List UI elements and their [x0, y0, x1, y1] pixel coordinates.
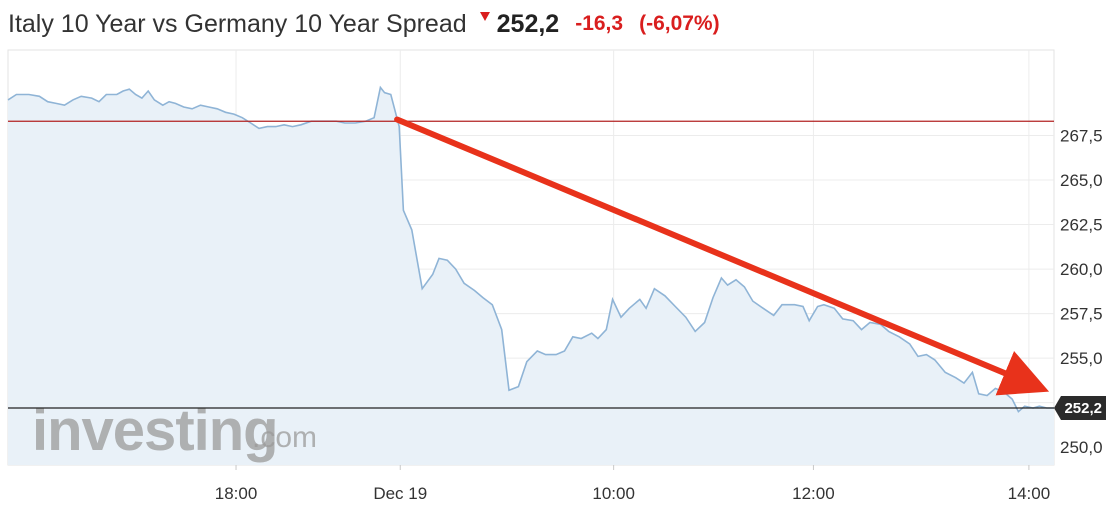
trend-arrow [394, 116, 1050, 396]
y-tick-label: 260,0 [1060, 260, 1103, 279]
last-value-label: 252,2 [1064, 400, 1102, 417]
y-tick-label: 255,0 [1060, 349, 1103, 368]
x-tick-label: 12:00 [792, 484, 835, 503]
chart-header: Italy 10 Year vs Germany 10 Year Spread … [8, 6, 720, 42]
down-triangle-icon [479, 10, 491, 28]
y-tick-label: 257,5 [1060, 305, 1103, 324]
y-tick-label: 250,0 [1060, 438, 1103, 457]
investing-watermark: investing .com [32, 398, 317, 463]
x-tick-label: 10:00 [592, 484, 635, 503]
series-area [8, 87, 1054, 466]
y-tick-label: 265,0 [1060, 171, 1103, 190]
chart-title: Italy 10 Year vs Germany 10 Year Spread [8, 9, 467, 38]
last-value-box [1054, 396, 1106, 421]
y-tick-label: 262,5 [1060, 216, 1103, 235]
watermark-brand: investing [32, 398, 278, 463]
last-value-marker: 252,2 [1054, 396, 1106, 421]
price-change-percent: (-6,07%) [639, 12, 720, 35]
price-change: -16,3 [575, 12, 624, 35]
series-line [7, 85, 1054, 413]
watermark-suffix: .com [252, 421, 317, 454]
last-price: 252,2 [496, 9, 560, 38]
y-tick-label: 267,5 [1060, 126, 1103, 145]
x-tick-label: 18:00 [215, 484, 258, 503]
x-tick-label: 14:00 [1008, 484, 1051, 503]
x-tick-label: Dec 19 [373, 484, 427, 503]
